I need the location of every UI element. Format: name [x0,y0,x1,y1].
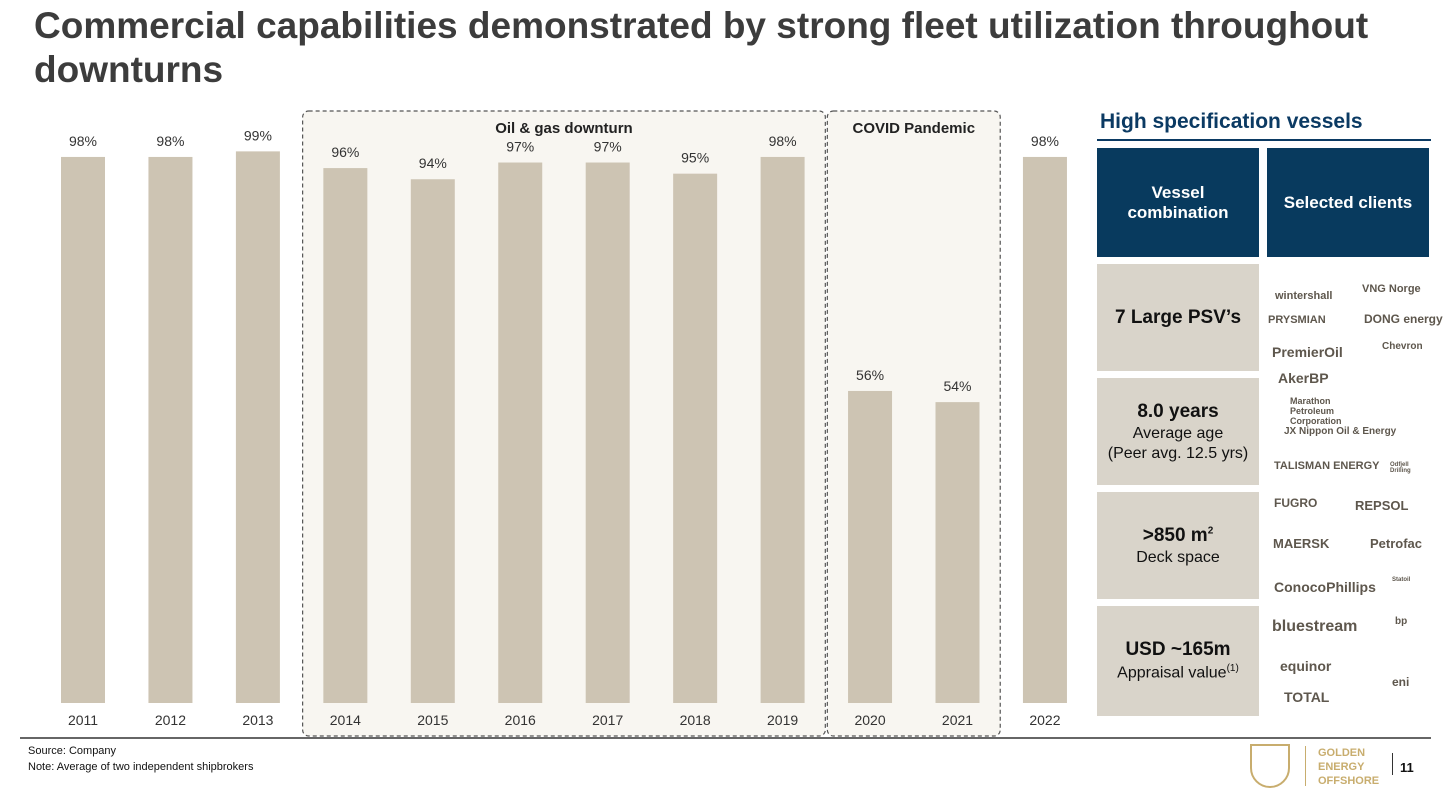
period-box [302,110,826,737]
value-label: 56% [856,367,884,383]
value-label: 97% [506,139,534,155]
value-label: 98% [69,133,97,149]
row-sub: Deck space [1136,549,1220,567]
note: Note: Average of two independent shipbro… [28,761,254,773]
row-main: 7 Large PSV’s [1115,307,1241,329]
client-logo: Odfjell Drilling [1390,462,1411,474]
bar [673,173,718,703]
bar [585,162,630,704]
header-text: Vessel combination [1127,182,1229,222]
client-logo: Chevron [1382,341,1423,352]
bar [498,162,543,704]
bar [235,151,280,703]
client-logo: Statoil [1392,577,1411,583]
x-tick-label: 2017 [592,712,623,728]
bar [760,156,805,704]
row-main-text: >850 m [1142,524,1208,546]
company-logo: GOLDEN ENERGY OFFSHORE [1318,747,1380,787]
value-label: 98% [1031,133,1059,149]
row-sub: (Peer avg. 12.5 yrs) [1107,444,1249,462]
row-sub-text: Average age [1132,424,1224,442]
slide-title: Commercial capabilities demonstrated by … [34,5,1369,90]
row-main: 8.0 years [1137,401,1218,423]
source-note: Source: Company [28,745,117,757]
x-tick-label: 2021 [942,712,973,728]
row-sub: Appraisal value(1) [1117,663,1239,682]
bar [848,390,893,703]
page-number: 11 [1400,760,1414,775]
bar [935,402,980,703]
client-logo: TOTAL [1284,689,1330,705]
header-cell: Vessel combination [1097,148,1259,257]
x-tick-label: 2015 [417,712,448,728]
client-logo: Marathon Petroleum Corporation [1290,396,1342,426]
client-logo: equinor [1280,658,1332,674]
client-logo: DONG energy [1364,312,1443,326]
client-logo: REPSOL [1355,498,1409,513]
bar [323,168,368,703]
value-label: 98% [156,133,184,149]
value-label: 96% [331,144,359,160]
x-tick-label: 2014 [330,712,361,728]
row-cell: USD ~165m Appraisal value(1) [1097,606,1259,716]
header-cell: Selected clients [1267,148,1429,257]
x-tick-label: 2012 [155,712,186,728]
bar [410,179,455,703]
value-label: 94% [419,155,447,171]
client-logo: VNG Norge [1362,283,1421,295]
period-label: Oil & gas downturn [495,120,633,137]
row-cell: 7 Large PSV’s [1097,264,1259,371]
row-cell: >850 m2 Deck space [1097,492,1259,599]
client-logo: eni [1392,675,1410,689]
side-heading: High specification vessels [1100,110,1363,133]
value-label: 54% [943,378,971,394]
header-text: Selected clients [1283,192,1413,212]
client-logo: FUGRO [1274,496,1318,510]
client-logo: PRYSMIAN [1268,314,1326,326]
row-sub-text: Appraisal value [1117,664,1227,682]
row-main: >850 m2 [1143,525,1214,547]
superscript: 2 [1207,525,1214,537]
client-logo: Petrofac [1370,536,1423,551]
row-cell: 8.0 years Average age (Peer avg. 12.5 yrs) [1097,378,1259,485]
x-tick-label: 2013 [242,712,273,728]
x-tick-label: 2022 [1029,712,1060,728]
client-logo: ConocoPhillips [1274,579,1376,595]
client-logo: bp [1395,616,1408,627]
client-logo: bluestream [1272,618,1358,635]
period-label: COVID Pandemic [853,120,976,137]
row-sub-text: Deck space [1136,548,1220,566]
row-main-text: 7 Large PSV’s [1114,306,1242,328]
client-logo: MAERSK [1273,536,1330,551]
client-logo: TALISMAN ENERGY [1274,460,1380,472]
value-label: 97% [594,139,622,155]
x-tick-label: 2016 [505,712,536,728]
client-logo: PremierOil [1272,344,1343,360]
bar [148,156,193,704]
superscript: (1) [1226,663,1239,675]
row-main-text: USD ~165m [1125,639,1231,661]
row-main-text: 8.0 years [1137,400,1219,422]
row-main: USD ~165m [1125,639,1230,661]
bar [61,156,105,704]
divider [1097,139,1431,141]
x-tick-label: 2019 [767,712,798,728]
bar [1022,156,1067,704]
x-tick-label: 2011 [68,712,98,728]
logo-emblem [1250,744,1290,788]
x-tick-label: 2018 [680,712,711,728]
client-logo: AkerBP [1278,370,1329,386]
x-tick-label: 2020 [854,712,885,728]
value-label: 95% [681,150,709,166]
logo-divider [1305,746,1306,786]
client-logo: JX Nippon Oil & Energy [1284,426,1397,437]
value-label: 99% [244,127,272,143]
value-label: 98% [769,133,797,149]
page-divider [1392,753,1393,775]
row-sub: Average age [1133,425,1223,443]
client-logo: wintershall [1275,290,1333,302]
